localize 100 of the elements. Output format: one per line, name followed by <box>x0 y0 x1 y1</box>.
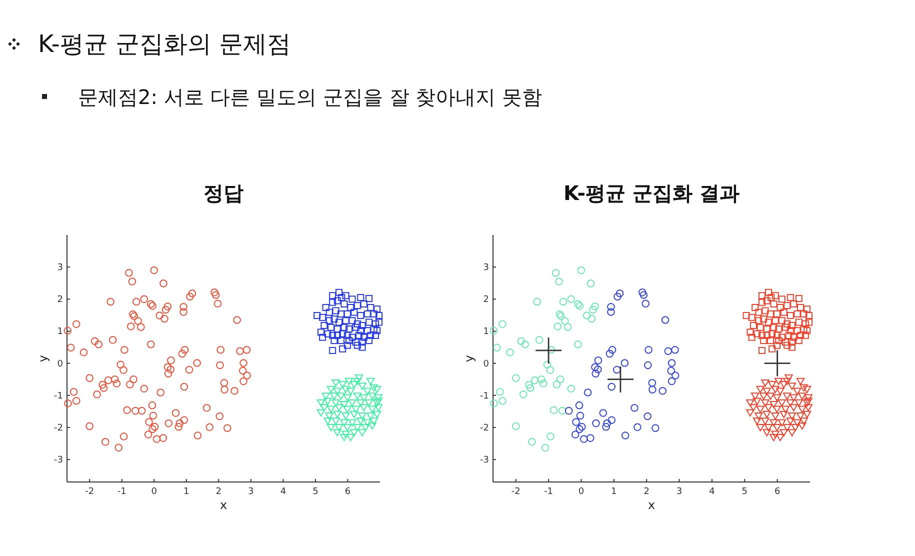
x-tick-label: 4 <box>280 487 286 497</box>
point <box>606 350 614 358</box>
x-tick-label: -1 <box>544 487 554 497</box>
point <box>564 323 572 331</box>
point <box>602 422 610 431</box>
y-tick-label: 1 <box>483 327 489 338</box>
point <box>526 384 534 392</box>
point <box>592 370 600 378</box>
point <box>586 434 594 442</box>
y-tick-label: -3 <box>480 456 489 466</box>
point <box>580 435 588 443</box>
x-tick-label: 6 <box>774 487 780 497</box>
point <box>519 390 528 398</box>
y-tick-label: 3 <box>57 263 63 274</box>
point <box>607 366 634 392</box>
y-tick-label: 0 <box>483 359 490 370</box>
point <box>644 412 652 420</box>
point <box>572 418 580 426</box>
point <box>575 401 584 410</box>
point <box>564 406 573 415</box>
x-tick-label: -1 <box>117 487 126 497</box>
point <box>512 374 520 382</box>
point <box>667 366 676 375</box>
point <box>541 444 550 452</box>
point <box>668 359 676 367</box>
point <box>668 377 676 386</box>
y-tick-label: 2 <box>57 295 63 306</box>
point <box>490 400 498 408</box>
point <box>577 266 586 274</box>
chart-title: K-평균 군집화 결과 <box>564 181 740 205</box>
point <box>576 302 584 310</box>
point <box>576 425 584 433</box>
point <box>543 360 552 368</box>
point <box>634 423 642 432</box>
point <box>589 306 597 314</box>
y-tick-label: 2 <box>483 295 489 306</box>
y-tick-label: 1 <box>57 327 63 338</box>
point <box>574 340 582 348</box>
point <box>550 406 558 414</box>
point <box>603 419 611 428</box>
point <box>594 356 602 364</box>
x-axis-title: x <box>648 498 656 512</box>
x-tick-label: -2 <box>85 487 94 497</box>
point <box>557 312 565 320</box>
point <box>640 291 648 299</box>
x-tick-label: 4 <box>709 487 716 497</box>
point <box>592 419 600 428</box>
point <box>644 346 652 354</box>
text: 문제점2: 서로 다른 밀도의 군집을 잘 찾아내지 못함 <box>78 85 542 109</box>
point <box>658 387 667 395</box>
point <box>591 363 599 372</box>
point <box>661 316 670 324</box>
point <box>512 422 520 430</box>
point <box>560 317 569 325</box>
point <box>608 346 616 354</box>
point <box>552 268 560 277</box>
point <box>533 298 542 306</box>
x-axis-title: x <box>220 498 228 512</box>
point <box>493 344 501 352</box>
point <box>571 430 580 438</box>
point <box>671 346 679 354</box>
x-tick-label: 2 <box>644 487 650 497</box>
point <box>671 372 680 380</box>
point <box>644 361 652 370</box>
x-tick-label: 6 <box>344 487 351 497</box>
point <box>648 378 656 387</box>
point <box>525 380 533 389</box>
y-tick-label: -1 <box>480 391 489 402</box>
point <box>567 384 576 393</box>
point <box>608 382 616 391</box>
x-tick-label: 5 <box>742 487 748 497</box>
point <box>638 288 646 296</box>
point <box>574 300 582 308</box>
point <box>517 337 526 346</box>
point <box>567 295 576 304</box>
point <box>652 424 660 432</box>
y-tick-label: -2 <box>54 423 63 434</box>
point <box>584 388 592 396</box>
y-tick-label: 3 <box>483 263 489 274</box>
y-tick-label: -1 <box>54 391 63 402</box>
point <box>506 348 514 356</box>
point <box>586 280 595 288</box>
point <box>556 375 564 384</box>
y-tick-label: 0 <box>57 359 64 370</box>
point <box>558 406 566 415</box>
point <box>546 366 554 374</box>
point <box>498 396 506 405</box>
y-axis-title: y <box>462 354 476 362</box>
x-tick-label: 0 <box>578 487 584 497</box>
point <box>576 412 584 420</box>
point <box>642 300 650 308</box>
point <box>537 375 546 384</box>
point <box>578 422 586 431</box>
y-tick-label: -2 <box>480 423 489 434</box>
x-tick-label: 3 <box>676 487 682 497</box>
point <box>621 432 630 440</box>
point <box>521 340 529 348</box>
x-tick-label: 1 <box>611 487 617 497</box>
point <box>591 302 599 310</box>
point <box>594 366 602 374</box>
